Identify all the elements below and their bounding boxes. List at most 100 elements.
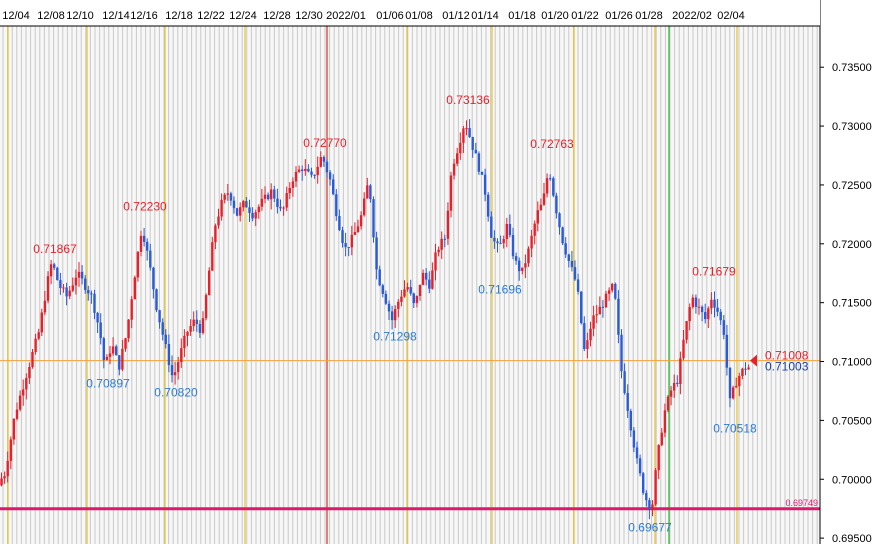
candle-up-body [660, 432, 663, 445]
candle-up-body [9, 439, 12, 461]
candle-down-body [53, 264, 56, 268]
candle-up-body [242, 201, 245, 208]
low-annotation: 0.70897 [86, 377, 130, 391]
candle-up-body [139, 235, 143, 252]
candle-down-body [614, 283, 617, 299]
candle-up-body [34, 338, 37, 352]
candle-up-body [735, 386, 738, 388]
candle-up-body [589, 328, 592, 341]
candle-up-body [363, 198, 366, 216]
candle-up-body [291, 181, 295, 188]
candle-up-body [183, 335, 186, 349]
low-annotation: 0.70518 [713, 421, 757, 435]
candle-up-body [657, 445, 660, 471]
candle-up-body [211, 242, 214, 271]
candle-up-body [263, 194, 267, 199]
candle-up-body [260, 198, 264, 207]
candle-up-body [133, 277, 136, 300]
candle-down-body [56, 267, 59, 281]
candle-up-body [437, 249, 440, 253]
date-tick-label: 01/18 [508, 10, 536, 22]
candle-down-body [552, 178, 555, 196]
candle-up-body [108, 353, 112, 357]
candle-up-body [598, 306, 601, 315]
candle-up-body [25, 378, 28, 390]
candle-down-body [195, 319, 198, 324]
candle-down-body [487, 194, 490, 217]
candle-up-body [400, 296, 403, 302]
candle-down-body [620, 334, 623, 372]
candle-down-body [555, 195, 558, 214]
candle-down-body [99, 322, 102, 339]
candle-up-body [288, 188, 291, 194]
candle-down-body [251, 212, 254, 219]
candle-down-body [496, 241, 499, 244]
candle-up-body [651, 504, 654, 510]
candle-down-body [378, 269, 381, 286]
candle-down-body [279, 207, 282, 209]
candle-up-body [669, 390, 673, 397]
candle-down-body [576, 279, 580, 292]
candle-up-body [186, 331, 189, 336]
date-tick-label: 01/06 [376, 10, 404, 22]
candle-up-body [226, 193, 229, 195]
candle-down-body [638, 458, 642, 474]
candle-up-body [124, 338, 127, 349]
candle-up-body [707, 308, 710, 320]
candle-up-body [418, 284, 422, 296]
candle-down-body [490, 216, 493, 238]
candle-up-body [173, 372, 177, 376]
candle-up-body [189, 326, 192, 332]
candle-up-body [74, 277, 78, 286]
candle-up-body [530, 235, 533, 249]
date-tick-label: 12/28 [263, 10, 291, 22]
candle-down-body [623, 371, 626, 393]
candle-up-body [685, 321, 688, 340]
candle-down-body [508, 224, 512, 235]
candle-up-body [31, 352, 34, 367]
candle-down-body [322, 157, 326, 162]
candle-up-body [0, 478, 3, 486]
candle-up-body [223, 194, 226, 200]
price-tick-label: 0.73500 [832, 62, 872, 74]
high-annotation: 0.71679 [692, 265, 736, 279]
candle-down-body [84, 278, 87, 290]
candle-up-body [12, 418, 16, 440]
candle-up-body [15, 409, 19, 419]
candle-down-body [468, 128, 471, 137]
candle-up-body [43, 300, 47, 313]
candle-up-body [239, 207, 242, 216]
candle-up-body [316, 166, 319, 176]
candle-down-body [245, 201, 248, 208]
low-annotation: 0.71298 [373, 329, 417, 343]
candle-down-body [632, 430, 636, 448]
candle-down-body [229, 193, 233, 201]
candle-up-body [710, 299, 713, 309]
candle-up-body [105, 356, 109, 360]
candle-up-body [533, 223, 536, 236]
candle-down-body [266, 194, 270, 200]
candle-down-body [499, 243, 502, 245]
candle-up-body [204, 295, 208, 319]
candle-down-body [676, 382, 679, 384]
date-tick-label: 12/04 [2, 10, 30, 22]
candle-down-body [142, 235, 146, 242]
candle-up-body [3, 476, 6, 479]
candle-up-body [465, 128, 468, 129]
candle-down-body [341, 230, 344, 243]
candle-up-body [304, 168, 307, 171]
candle-up-body [217, 216, 220, 226]
candle-up-body [604, 293, 608, 308]
candle-up-body [297, 169, 301, 172]
candle-down-body [232, 200, 236, 209]
date-tick-label: 12/08 [37, 10, 65, 22]
candle-up-body [130, 299, 133, 320]
candle-up-body [697, 306, 701, 308]
candle-down-body [146, 241, 149, 251]
candle-down-body [235, 208, 239, 216]
candle-down-body [118, 355, 121, 370]
candle-down-body [170, 365, 174, 376]
